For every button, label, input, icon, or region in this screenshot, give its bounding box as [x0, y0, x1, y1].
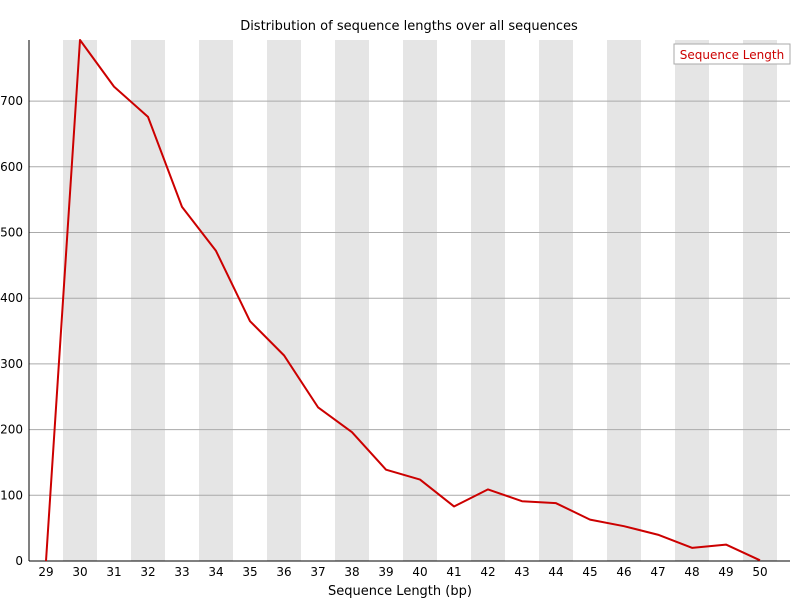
x-tick-32: 32 [140, 565, 155, 579]
x-axis-label: Sequence Length (bp) [328, 584, 472, 599]
alternating-bands [63, 40, 777, 561]
y-tick-300: 300 [0, 357, 23, 371]
band-36 [267, 40, 301, 561]
x-tick-37: 37 [310, 565, 325, 579]
band-44 [539, 40, 573, 561]
y-tick-200: 200 [0, 423, 23, 437]
y-tick-0: 0 [15, 554, 23, 568]
y-tick-400: 400 [0, 291, 23, 305]
band-30 [63, 40, 97, 561]
band-46 [607, 40, 641, 561]
x-tick-43: 43 [514, 565, 529, 579]
x-tick-labels: 29 30 31 32 33 34 35 36 37 38 39 40 41 42 43 44 45 46 47 48… [38, 565, 767, 579]
x-tick-35: 35 [242, 565, 257, 579]
x-tick-31: 31 [106, 565, 121, 579]
x-tick-30: 30 [72, 565, 87, 579]
x-tick-34: 34 [208, 565, 223, 579]
x-tick-33: 33 [174, 565, 189, 579]
band-50 [743, 40, 777, 561]
band-34 [199, 40, 233, 561]
legend-box [673, 43, 791, 65]
x-tick-50: 50 [752, 565, 767, 579]
axes [28, 40, 790, 562]
x-tick-49: 49 [718, 565, 733, 579]
band-40 [403, 40, 437, 561]
x-tick-36: 36 [276, 565, 291, 579]
horizontal-gridlines [29, 100, 790, 496]
y-tick-labels: 0 100 200 300 400 500 600 700 [0, 94, 23, 568]
x-tick-38: 38 [344, 565, 359, 579]
x-tick-40: 40 [412, 565, 427, 579]
legend: Sequence Length [673, 43, 791, 65]
y-tick-500: 500 [0, 226, 23, 240]
x-tick-45: 45 [582, 565, 597, 579]
x-tick-39: 39 [378, 565, 393, 579]
x-tick-29: 29 [38, 565, 53, 579]
band-38 [335, 40, 369, 561]
y-tick-700: 700 [0, 94, 23, 108]
legend-entry-sequence-length: Sequence Length [680, 48, 784, 62]
x-tick-44: 44 [548, 565, 563, 579]
x-tick-46: 46 [616, 565, 631, 579]
chart-title: Distribution of sequence lengths over al… [240, 19, 578, 34]
y-tick-600: 600 [0, 160, 23, 174]
x-tick-47: 47 [650, 565, 665, 579]
x-tick-48: 48 [684, 565, 699, 579]
band-32 [131, 40, 165, 561]
series-line-sequence-length [45, 39, 761, 562]
x-tick-42: 42 [480, 565, 495, 579]
x-tick-41: 41 [446, 565, 461, 579]
y-tick-100: 100 [0, 488, 23, 502]
band-42 [471, 40, 505, 561]
band-48 [675, 40, 709, 561]
